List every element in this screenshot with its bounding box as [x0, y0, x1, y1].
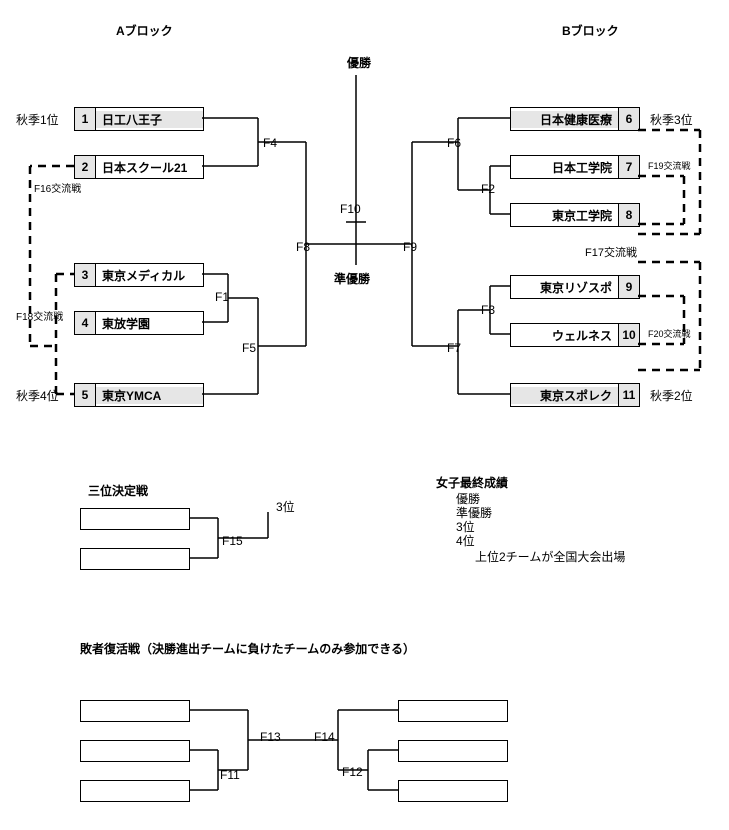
lbl-F11: F11 [220, 768, 240, 782]
results-4: 4位 [456, 532, 475, 549]
rep-R2 [398, 740, 508, 762]
results-note: 上位2チームが全国大会出場 [475, 548, 625, 565]
rep-L2 [80, 740, 190, 762]
third-slot-2 [80, 548, 190, 570]
rep-L3 [80, 780, 190, 802]
lbl-F15: F15 [222, 534, 243, 548]
repechage-title: 敗者復活戦（決勝進出チームに負けたチームのみ参加できる） [80, 640, 415, 657]
lbl-F12: F12 [342, 765, 363, 779]
lbl-F13: F13 [260, 730, 281, 744]
rep-L1 [80, 700, 190, 722]
rep-R1 [398, 700, 508, 722]
third-slot-1 [80, 508, 190, 530]
rep-R3 [398, 780, 508, 802]
third-place-title: 三位決定戦 [88, 482, 148, 499]
lbl-third: 3位 [276, 498, 295, 515]
results-title: 女子最終成績 [436, 474, 508, 491]
lbl-F14: F14 [314, 730, 335, 744]
